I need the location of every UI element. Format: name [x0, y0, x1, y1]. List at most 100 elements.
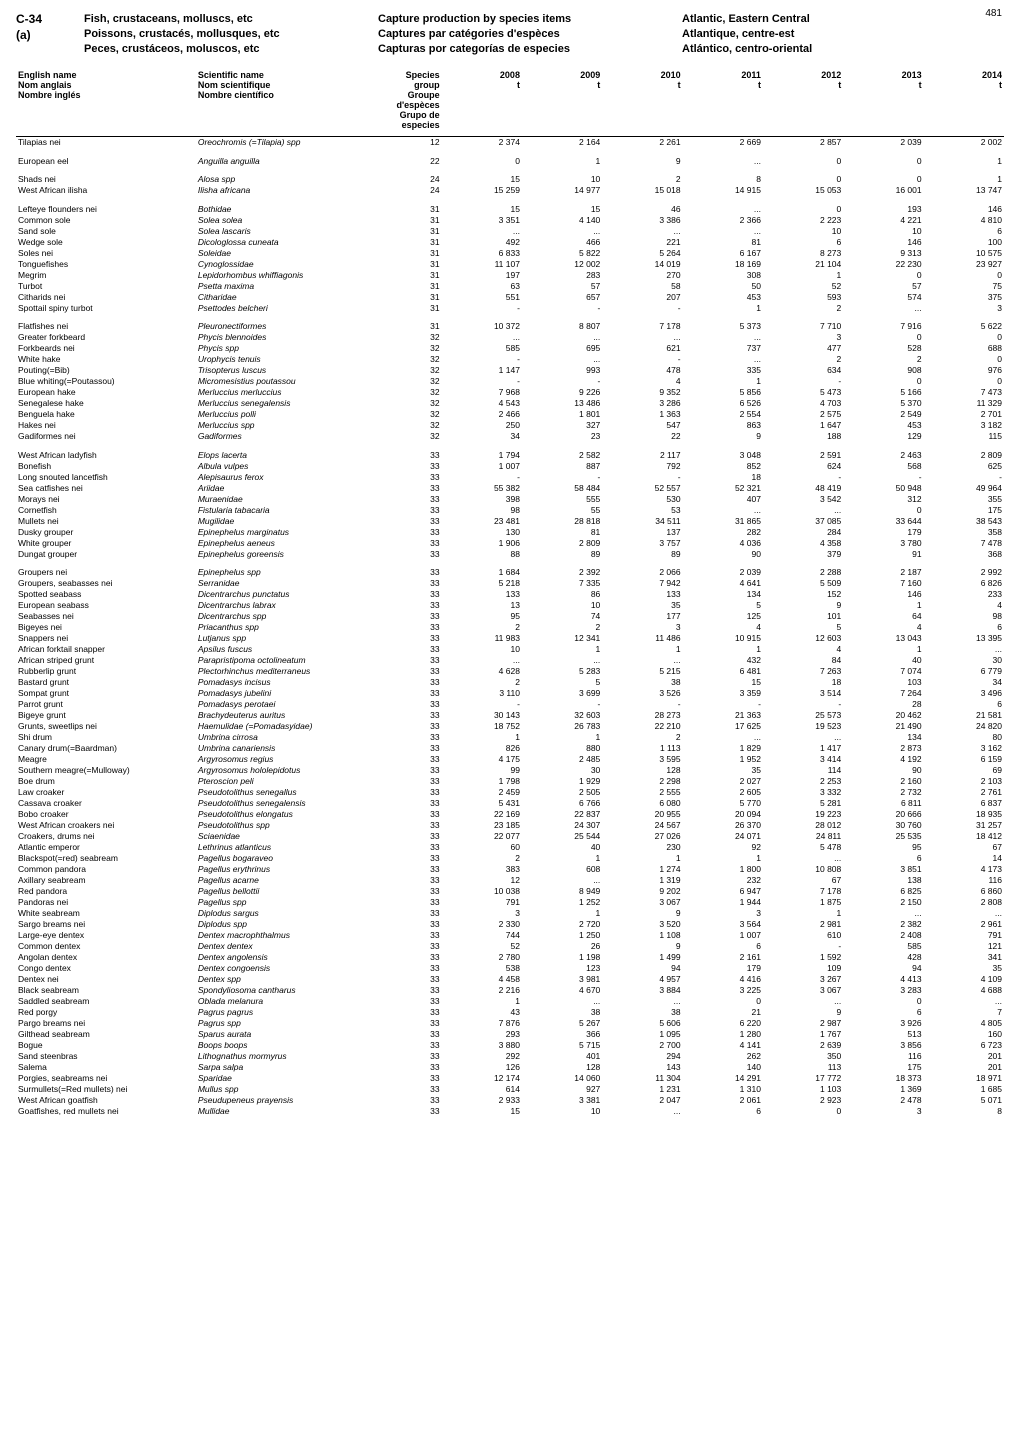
table-row: Sand steenbrasLithognathus mormyrus33292… [16, 1051, 1004, 1062]
cell-scientific: Serranidae [196, 578, 382, 589]
table-row: African striped gruntParapristipoma octo… [16, 655, 1004, 666]
table-row: Large-eye dentexDentex macrophthalmus337… [16, 930, 1004, 941]
cell-english: Bigeyes nei [16, 622, 196, 633]
cell-english: Shi drum [16, 732, 196, 743]
cell-group: 32 [382, 332, 442, 343]
cell-value: 13 747 [924, 185, 1004, 196]
cell-value: 74 [522, 611, 602, 622]
cell-value: - [442, 354, 522, 365]
cell-english: Pouting(=Bib) [16, 365, 196, 376]
cell-group: 33 [382, 787, 442, 798]
cell-scientific: Merluccius polli [196, 409, 382, 420]
cell-value: 0 [763, 1106, 843, 1117]
cell-value: 1 310 [683, 1084, 763, 1095]
cell-english: Surmullets(=Red mullets) nei [16, 1084, 196, 1095]
cell-value: 55 382 [442, 482, 522, 493]
cell-value: 58 484 [522, 482, 602, 493]
cell-value: 179 [843, 526, 923, 537]
cell-scientific: Psettodes belcheri [196, 302, 382, 313]
cell-value: 1 417 [763, 743, 843, 754]
cell-english: Sargo breams nei [16, 919, 196, 930]
table-row: Sargo breams neiDiplodus spp332 3302 720… [16, 919, 1004, 930]
cell-value: 28 012 [763, 820, 843, 831]
cell-value: 113 [763, 1062, 843, 1073]
cell-group: 33 [382, 1106, 442, 1117]
cell-value: 2 873 [843, 743, 923, 754]
cell-value: 2 466 [442, 409, 522, 420]
cell-value: ... [683, 225, 763, 236]
cell-value: 477 [763, 343, 843, 354]
cell-value: 7 178 [602, 313, 682, 332]
cell-value: 17 625 [683, 721, 763, 732]
cell-value: 18 [763, 677, 843, 688]
cell-value: 24 071 [683, 831, 763, 842]
cell-group: 32 [382, 431, 442, 442]
cell-value: 993 [522, 365, 602, 376]
cell-value: 52 [763, 280, 843, 291]
cell-english: West African goatfish [16, 1095, 196, 1106]
cell-group: 33 [382, 1051, 442, 1062]
cell-value: 2 478 [843, 1095, 923, 1106]
cell-value: 57 [843, 280, 923, 291]
cell-value: 7 478 [924, 537, 1004, 548]
cell-scientific: Phycis spp [196, 343, 382, 354]
table-row: Pargo breams neiPagrus spp337 8765 2675 … [16, 1018, 1004, 1029]
cell-value: 25 535 [843, 831, 923, 842]
cell-value: 1 592 [763, 952, 843, 963]
cell-value: 94 [843, 963, 923, 974]
cell-group: 33 [382, 622, 442, 633]
cell-value: 30 760 [843, 820, 923, 831]
cell-value: 3 [924, 302, 1004, 313]
cell-group: 31 [382, 269, 442, 280]
cell-value: 1 801 [522, 409, 602, 420]
cell-value: 101 [763, 611, 843, 622]
table-row: BonefishAlbula vulpes331 007887792852624… [16, 460, 1004, 471]
cell-value: 547 [602, 420, 682, 431]
cell-value: 368 [924, 548, 1004, 559]
cell-value: 55 [522, 504, 602, 515]
cell-value: 133 [602, 589, 682, 600]
cell-value: 555 [522, 493, 602, 504]
cell-scientific: Pagellus bellottii [196, 886, 382, 897]
cell-value: 1 [683, 644, 763, 655]
cell-value: 3 067 [763, 985, 843, 996]
cell-value: 2 047 [602, 1095, 682, 1106]
cell-value: 130 [442, 526, 522, 537]
cell-value: 0 [442, 148, 522, 167]
cell-value: 27 026 [602, 831, 682, 842]
cell-value: - [763, 376, 843, 387]
cell-value: 3 182 [924, 420, 1004, 431]
cell-value: 3 351 [442, 214, 522, 225]
cell-scientific: Pagellus bogaraveo [196, 853, 382, 864]
cell-value: 2 809 [522, 537, 602, 548]
cell-group: 33 [382, 754, 442, 765]
cell-value: 20 955 [602, 809, 682, 820]
cell-group: 33 [382, 460, 442, 471]
cell-value: 6 481 [683, 666, 763, 677]
cell-scientific: Umbrina canariensis [196, 743, 382, 754]
cell-value: 114 [763, 765, 843, 776]
cell-value: 40 [522, 842, 602, 853]
cell-value: ... [602, 332, 682, 343]
cell-value: - [602, 302, 682, 313]
cell-value: 3 414 [763, 754, 843, 765]
cell-value: 574 [843, 291, 923, 302]
table-row: Rubberlip gruntPlectorhinchus mediterran… [16, 666, 1004, 677]
cell-value: 7 335 [522, 578, 602, 589]
cell-value: 4 688 [924, 985, 1004, 996]
cell-value: 2 992 [924, 559, 1004, 578]
cell-value: 2 164 [522, 136, 602, 148]
cell-english: Groupers nei [16, 559, 196, 578]
cell-value: 26 370 [683, 820, 763, 831]
col-scientific: Scientific name Nom scientifique Nombre … [196, 67, 382, 137]
cell-group: 33 [382, 765, 442, 776]
table-row: Porgies, seabreams neiSparidae3312 17414… [16, 1073, 1004, 1084]
cell-group: 33 [382, 820, 442, 831]
cell-value: 4 641 [683, 578, 763, 589]
cell-value: 1 [442, 732, 522, 743]
cell-value: 1 798 [442, 776, 522, 787]
cell-value: 657 [522, 291, 602, 302]
cell-value: 2 027 [683, 776, 763, 787]
cell-value: 284 [763, 526, 843, 537]
cell-scientific: Mullidae [196, 1106, 382, 1117]
